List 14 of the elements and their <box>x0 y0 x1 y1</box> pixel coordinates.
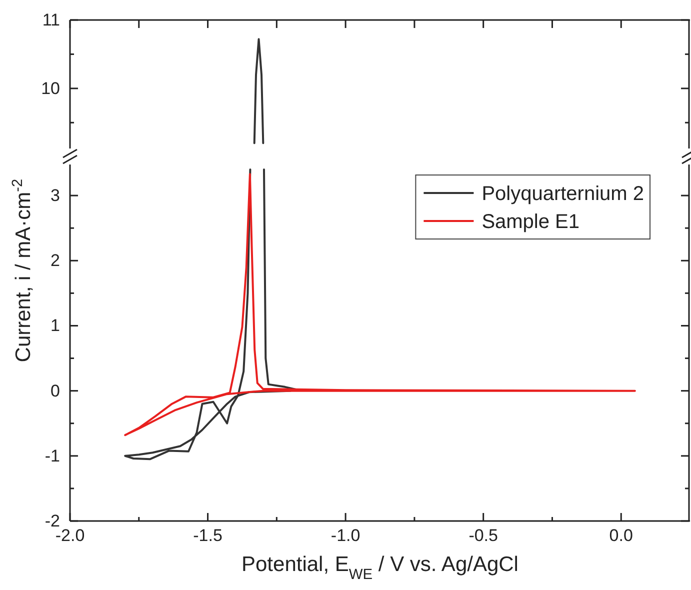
y-tick-label: -1 <box>44 446 60 466</box>
y-tick-label: 3 <box>50 186 60 205</box>
y-tick-label: 2 <box>50 251 60 270</box>
x-tick-label: -1.5 <box>193 526 222 546</box>
y-tick-label: 1 <box>50 316 60 336</box>
x-tick-label: -1.0 <box>330 526 360 546</box>
legend-label: Sample E1 <box>482 211 580 233</box>
x-tick-label: 0.0 <box>609 526 633 546</box>
legend-label: Polyquarternium 2 <box>482 183 644 205</box>
x-tick-label: -0.5 <box>468 526 498 546</box>
y-tick-label: 11 <box>42 10 60 30</box>
x-axis-title: Potential, E$_{WE}$ / V vs. Ag/AgCl <box>242 553 518 583</box>
y-tick-label: 10 <box>41 78 60 98</box>
y-tick-label: 0 <box>50 381 60 400</box>
